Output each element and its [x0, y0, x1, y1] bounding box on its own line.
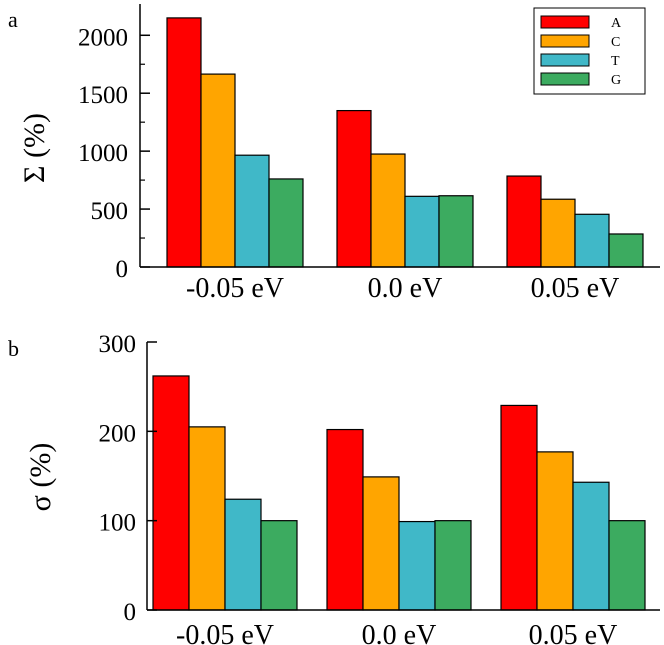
bar-G--0p05eV — [268, 178, 304, 268]
bar-T-0p0eV — [404, 195, 440, 268]
bar-T--0p05eV — [234, 154, 270, 268]
y-tick-label: 1000 — [78, 140, 128, 167]
bar-series3-0p0eV — [398, 520, 436, 611]
y-tick-label: 1500 — [78, 82, 128, 109]
y-tick-label: 100 — [99, 510, 137, 537]
bar-T-0p05eV — [574, 213, 610, 268]
bar-series1-0p05eV — [500, 404, 538, 611]
y-tick-label: 300 — [99, 331, 137, 358]
bar-A--0p05eV — [166, 17, 202, 268]
panel-b-bars — [152, 375, 646, 611]
bar-series2--0p05eV — [188, 426, 226, 611]
panel-b-label: b — [8, 336, 19, 361]
panel-a: a Σ (%) 0 500 1000 1500 2000 -0.05 eV 0.0 eV 0.… — [8, 4, 660, 304]
y-tick-label: 500 — [91, 198, 129, 225]
legend-label-T: T — [611, 54, 620, 69]
x-category-label: 0.0 eV — [362, 620, 437, 645]
y-tick-label: 2000 — [78, 24, 128, 51]
panel-a-axes: 0 500 1000 1500 2000 -0.05 eV 0.0 eV 0.05 eV — [78, 4, 660, 304]
x-category-label: 0.05 eV — [531, 273, 620, 304]
legend-swatch-C — [540, 34, 590, 48]
bar-A-0p0eV — [336, 109, 372, 268]
legend-swatch-A — [540, 15, 590, 29]
panel-a-bars — [166, 17, 644, 268]
bar-series2-0p0eV — [362, 476, 400, 611]
panel-a-y-axis-label: Σ (%) — [18, 113, 51, 183]
bar-A-0p05eV — [506, 175, 542, 268]
bar-series3--0p05eV — [224, 498, 262, 611]
x-category-label: 0.0 eV — [368, 273, 443, 304]
bar-G-0p05eV — [608, 233, 644, 268]
bar-series2-0p05eV — [536, 451, 574, 611]
legend-label-A: A — [611, 16, 622, 31]
panel-b-axes: 0 100 200 300 -0.05 eV 0.0 eV 0.05 eV — [99, 331, 660, 645]
bar-series1-0p0eV — [326, 428, 364, 611]
legend-label-C: C — [611, 35, 620, 50]
bar-series3-0p05eV — [572, 481, 610, 611]
y-tick-label: 200 — [99, 420, 137, 447]
bar-series4--0p05eV — [260, 520, 298, 611]
bar-C-0p05eV — [540, 198, 576, 268]
bar-series4-0p05eV — [608, 520, 646, 611]
bar-C--0p05eV — [200, 73, 236, 268]
legend-label-G: G — [611, 73, 621, 88]
panel-b: b σ (%) 0 100 200 300 -0.05 eV 0.0 eV 0.05 eV — [8, 331, 660, 645]
panel-b-y-axis-label: σ (%) — [24, 443, 57, 512]
x-category-label: 0.05 eV — [529, 620, 618, 645]
bar-G-0p0eV — [438, 195, 474, 268]
legend-swatch-G — [540, 72, 590, 86]
x-category-label: -0.05 eV — [186, 273, 284, 304]
bar-series1--0p05eV — [152, 375, 190, 611]
y-tick-label: 0 — [124, 599, 137, 626]
y-tick-label: 0 — [116, 256, 129, 283]
bar-C-0p0eV — [370, 153, 406, 268]
x-category-label: -0.05 eV — [176, 620, 274, 645]
panel-a-label: a — [8, 7, 18, 32]
bar-series4-0p0eV — [434, 520, 472, 611]
legend-swatch-T — [540, 53, 590, 67]
